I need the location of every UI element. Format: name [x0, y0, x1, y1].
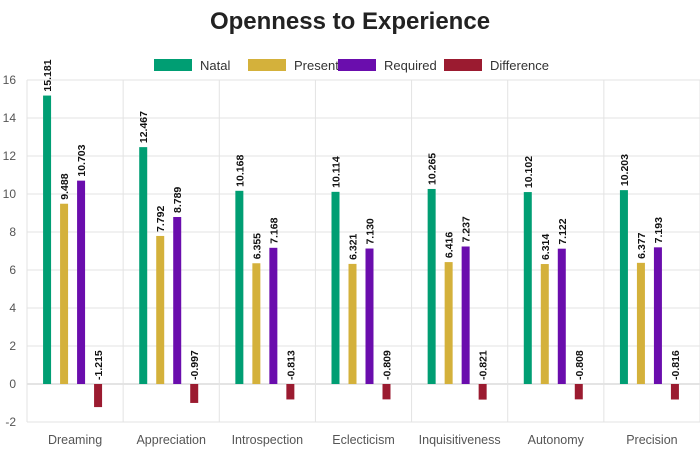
bar-natal[interactable] — [427, 188, 436, 384]
data-label: 7.130 — [365, 218, 377, 244]
data-label: 7.792 — [155, 206, 167, 232]
bar-required[interactable] — [269, 247, 278, 384]
data-label: -0.821 — [478, 350, 490, 380]
bar-required[interactable] — [557, 248, 566, 384]
y-tick-label: -2 — [5, 415, 16, 429]
data-label: 10.265 — [427, 153, 439, 185]
bar-natal[interactable] — [619, 190, 628, 384]
y-tick-label: 0 — [9, 377, 16, 391]
data-label: 6.416 — [444, 232, 456, 258]
y-tick-label: 8 — [9, 225, 16, 239]
y-tick-label: 4 — [9, 301, 16, 315]
y-tick-label: 10 — [3, 187, 17, 201]
legend-label: Required — [384, 57, 437, 73]
data-label: -0.813 — [285, 350, 297, 380]
bar-natal[interactable] — [43, 95, 52, 384]
legend-swatch — [444, 59, 482, 71]
chart-title: Openness to Experience — [209, 8, 491, 35]
data-label: 12.467 — [138, 111, 150, 143]
legend-item-present[interactable]: Present — [248, 56, 339, 74]
data-label: 10.203 — [619, 154, 631, 186]
data-label: 10.168 — [234, 155, 246, 187]
data-label: -0.816 — [670, 350, 682, 380]
bar-natal[interactable] — [331, 191, 340, 384]
bar-present[interactable] — [156, 235, 165, 384]
y-tick-label: 16 — [3, 73, 17, 87]
x-tick-label: Precision — [626, 433, 677, 447]
bar-difference[interactable] — [574, 384, 583, 400]
bar-required[interactable] — [173, 217, 182, 384]
y-tick-label: 14 — [3, 111, 17, 125]
data-label: -0.997 — [189, 350, 201, 380]
data-label: 8.789 — [172, 187, 184, 213]
data-label: 10.102 — [523, 156, 535, 188]
bar-difference[interactable] — [382, 384, 391, 400]
bar-required[interactable] — [365, 248, 374, 384]
bar-present[interactable] — [636, 262, 645, 384]
data-label: 6.355 — [251, 233, 263, 259]
bar-required[interactable] — [653, 247, 662, 384]
bar-difference[interactable] — [190, 384, 199, 403]
x-tick-label: Autonomy — [528, 433, 585, 447]
bar-difference[interactable] — [286, 384, 295, 400]
legend-label: Present — [294, 57, 339, 73]
x-tick-label: Eclecticism — [332, 433, 395, 447]
data-label: -0.809 — [382, 350, 394, 380]
legend-label: Natal — [200, 57, 231, 73]
x-tick-label: Appreciation — [136, 433, 206, 447]
data-label: 6.314 — [540, 234, 552, 260]
data-label: 10.703 — [76, 144, 88, 176]
data-label: 6.377 — [636, 232, 648, 258]
legend-item-difference[interactable]: Difference — [444, 56, 549, 74]
data-label: 7.237 — [461, 216, 473, 242]
data-label: 7.193 — [653, 217, 665, 243]
bar-natal[interactable] — [523, 192, 532, 384]
bar-present[interactable] — [444, 262, 453, 384]
data-label: 7.122 — [557, 218, 569, 244]
bar-difference[interactable] — [94, 384, 103, 408]
data-label: 15.181 — [42, 59, 54, 91]
x-tick-label: Dreaming — [48, 433, 102, 447]
chart-legend: Natal Present Required Difference — [0, 56, 700, 74]
bar-natal[interactable] — [235, 190, 244, 384]
bar-required[interactable] — [77, 180, 86, 384]
data-label: 9.488 — [59, 173, 71, 199]
data-label: 10.114 — [331, 156, 343, 188]
data-label: 6.321 — [348, 233, 360, 259]
legend-label: Difference — [490, 57, 550, 73]
bar-difference[interactable] — [478, 384, 487, 400]
bar-present[interactable] — [540, 264, 549, 384]
y-tick-label: 2 — [9, 339, 16, 353]
y-tick-label: 6 — [9, 263, 16, 277]
data-label: -0.808 — [574, 350, 586, 380]
x-tick-label: Inquisitiveness — [419, 433, 501, 447]
bar-difference[interactable] — [670, 384, 679, 400]
legend-item-natal[interactable]: Natal — [154, 56, 230, 74]
bar-present[interactable] — [252, 263, 261, 384]
data-label: -1.215 — [93, 350, 105, 380]
legend-swatch — [154, 59, 192, 71]
legend-swatch — [338, 59, 376, 71]
y-tick-label: 12 — [3, 149, 17, 163]
data-label: 7.168 — [268, 217, 280, 243]
bar-required[interactable] — [461, 246, 470, 384]
x-tick-label: Introspection — [232, 433, 304, 447]
bar-natal[interactable] — [139, 147, 148, 384]
legend-swatch — [248, 59, 286, 71]
legend-item-required[interactable]: Required — [338, 56, 437, 74]
bar-present[interactable] — [60, 203, 69, 384]
bar-present[interactable] — [348, 263, 357, 384]
